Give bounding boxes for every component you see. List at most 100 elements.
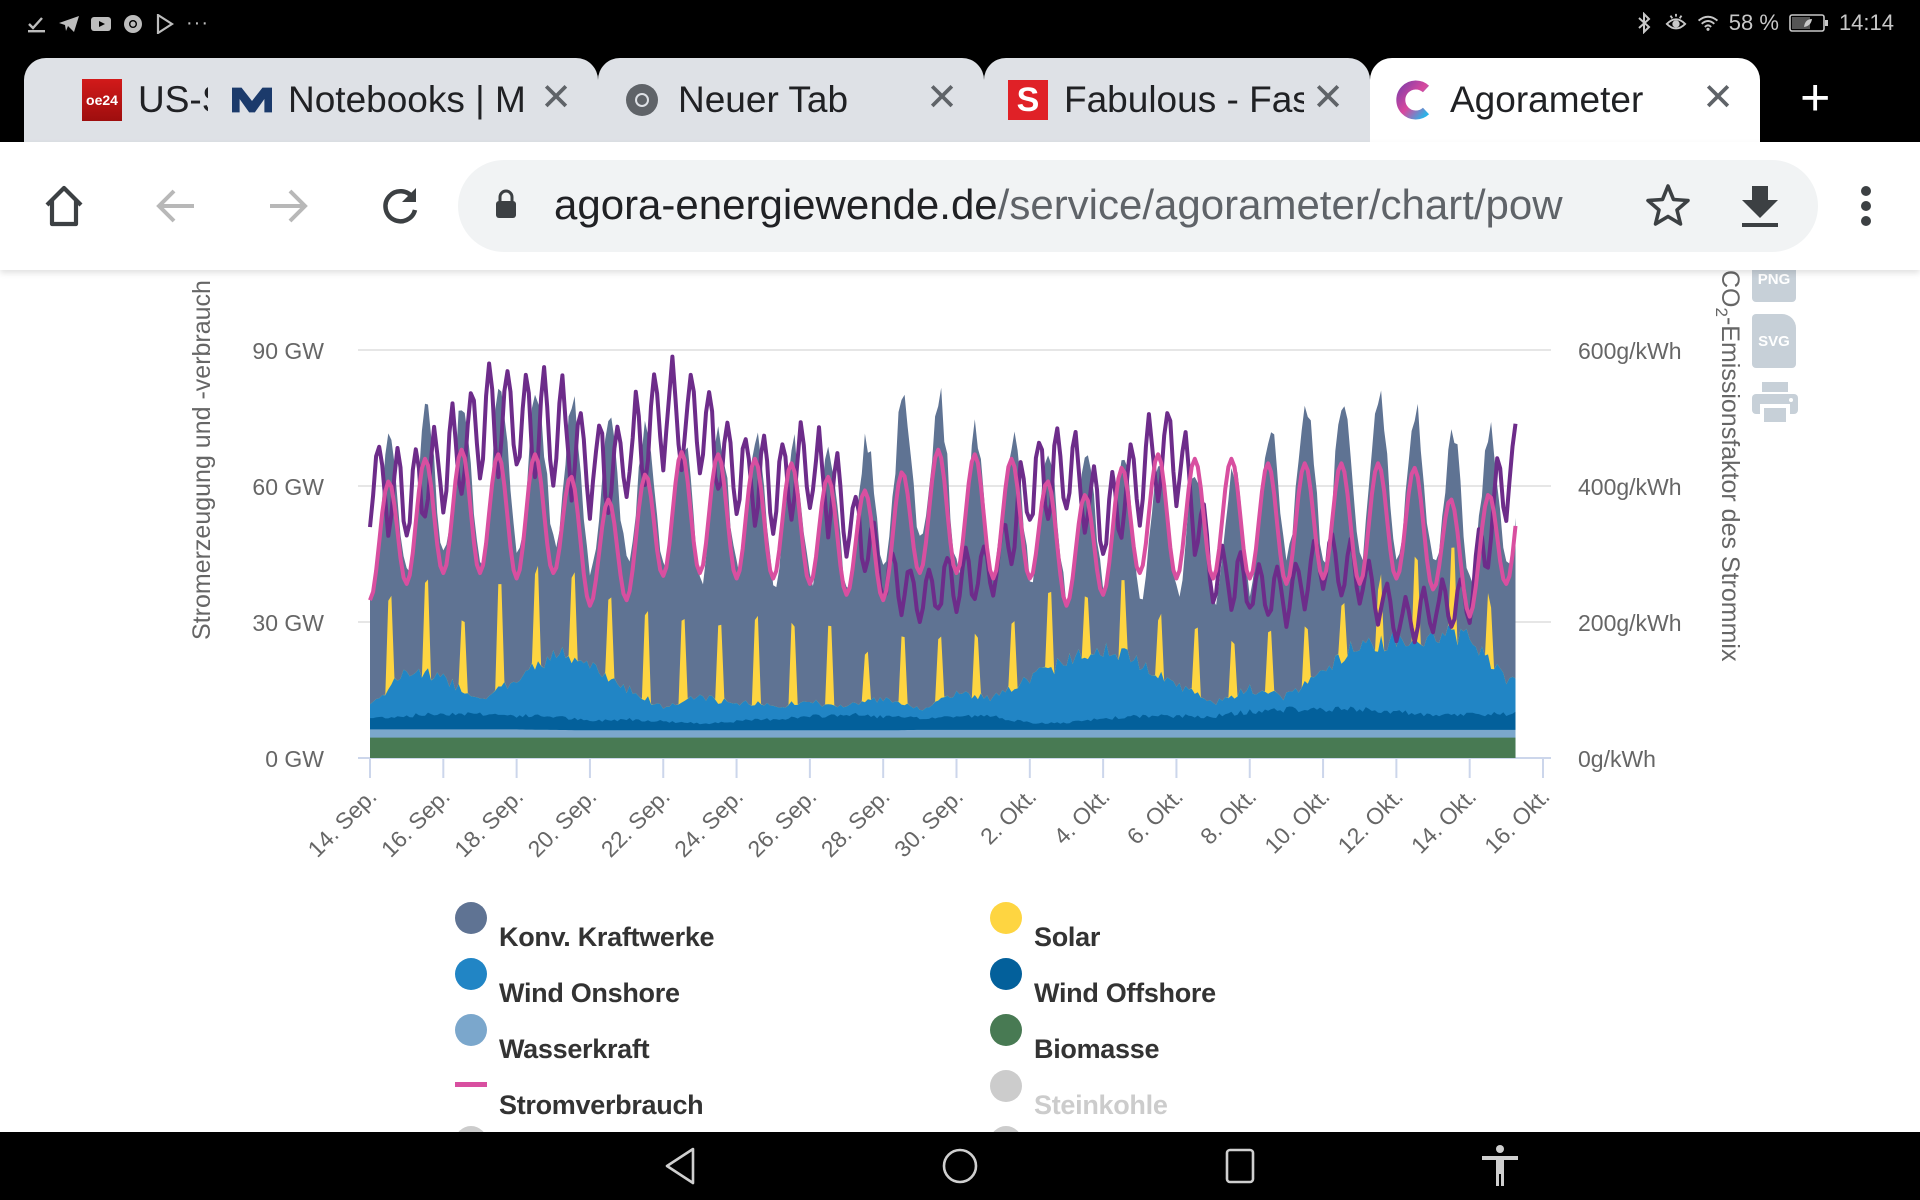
x-tick-label: 8. Okt.: [1195, 783, 1261, 849]
x-tick-label: 20. Sep.: [522, 783, 601, 862]
legend-dot-symbol[interactable]: [990, 1126, 1022, 1132]
status-bar: ··· 58 % 14:14: [0, 0, 1920, 56]
page-content: PNG SVG 0 GW 30 GW 60 GW 90 GW 0g/kWh 200g/kW…: [0, 270, 1920, 1132]
legend-label: Wind Onshore: [499, 978, 680, 1008]
print-button[interactable]: [1750, 382, 1800, 431]
line-stromverbrauch: [368, 447, 1518, 619]
legend-item-stromverbrauch[interactable]: Stromverbrauch: [455, 1070, 704, 1121]
reload-button[interactable]: [370, 176, 430, 236]
download-icon: [1742, 186, 1778, 227]
bookmark-star-button[interactable]: [1644, 182, 1692, 235]
tab-agorameter[interactable]: Agorameter ✕: [1370, 58, 1760, 142]
legend-line-symbol: [455, 1082, 487, 1087]
x-tick-label: 10. Okt.: [1259, 783, 1334, 858]
battery-percent: 58 %: [1728, 10, 1779, 35]
legend-dot-symbol: [455, 958, 487, 990]
tab-title: Agorameter: [1450, 79, 1644, 120]
export-png-button[interactable]: PNG: [1752, 270, 1796, 302]
tab-notebooks[interactable]: Notebooks | M ✕: [208, 58, 598, 142]
tab-fabulous[interactable]: S Fabulous - Fas ✕: [984, 58, 1370, 142]
url-text[interactable]: agora-energiewende.de/service/agorameter…: [554, 180, 1614, 230]
back-arrow-icon: [156, 189, 194, 223]
legend-dot-symbol: [990, 902, 1022, 934]
y-right-tick-label: 600g/kWh: [1578, 338, 1682, 364]
s-favicon: S: [1008, 80, 1048, 120]
recents-icon: [1225, 1148, 1255, 1184]
accessibility-button[interactable]: [1478, 1145, 1522, 1186]
oe24-favicon: oe24: [82, 79, 122, 121]
legend-dot-symbol: [990, 1014, 1022, 1046]
accessibility-icon: [1482, 1145, 1518, 1186]
x-tick-label: 14. Okt.: [1406, 783, 1481, 858]
y-right-tick-label: 0g/kWh: [1578, 746, 1656, 772]
y-tick-label: 30 GW: [252, 610, 324, 636]
legend-item-biomasse[interactable]: Biomasse: [990, 1014, 1159, 1065]
legend-item-wasserkraft[interactable]: Wasserkraft: [455, 1014, 650, 1065]
notification-icons: ···: [26, 12, 209, 35]
agora-favicon: [1394, 80, 1434, 120]
youtube-icon: [90, 13, 112, 35]
address-bar[interactable]: agora-energiewende.de/service/agorameter…: [458, 160, 1818, 252]
close-tab-icon[interactable]: ✕: [1702, 77, 1734, 119]
power-chart: 0 GW 30 GW 60 GW 90 GW 0g/kWh 200g/kWh 400g/kW…: [188, 270, 1744, 862]
legend-item-steinkohle[interactable]: Steinkohle: [990, 1070, 1168, 1121]
area-biomasse: [370, 737, 1516, 758]
x-tick-label: 16. Sep.: [376, 783, 455, 862]
tab-title: Neuer Tab: [678, 79, 849, 120]
forward-button[interactable]: [258, 176, 318, 236]
tab-neuer-tab[interactable]: Neuer Tab ✕: [598, 58, 984, 142]
play-store-icon: [154, 13, 176, 35]
more-vert-icon: [1861, 186, 1871, 226]
close-tab-icon[interactable]: ✕: [1312, 77, 1344, 119]
android-nav-bar: [0, 1132, 1920, 1200]
m-logo-favicon: [232, 80, 272, 120]
more-dots-icon: ···: [186, 12, 209, 34]
x-tick-label: 4. Okt.: [1048, 783, 1114, 849]
home-icon: [45, 185, 83, 227]
legend-dot-symbol: [455, 902, 487, 934]
close-tab-icon[interactable]: ✕: [926, 77, 958, 119]
y-tick-label: 60 GW: [252, 474, 324, 500]
new-tab-button[interactable]: +: [1800, 69, 1831, 127]
url-path: /service/agorameter/chart/pow: [997, 181, 1563, 228]
export-svg-button[interactable]: SVG: [1752, 314, 1796, 368]
reload-icon: [383, 188, 418, 224]
x-tick-label: 6. Okt.: [1122, 783, 1188, 849]
legend-dot-symbol: [990, 958, 1022, 990]
line-co2-emissionsfaktor: [368, 354, 1518, 645]
legend-label: Solar: [1034, 922, 1101, 952]
eye-comfort-icon: [1665, 12, 1687, 34]
x-tick-label: 16. Okt.: [1479, 783, 1554, 858]
nav-home-button[interactable]: [938, 1146, 982, 1186]
nav-recents-button[interactable]: [1218, 1146, 1262, 1186]
close-tab-icon[interactable]: ✕: [540, 77, 572, 119]
tab-title: Notebooks | M: [288, 79, 526, 120]
nav-back-button[interactable]: [658, 1146, 702, 1186]
png-label: PNG: [1757, 271, 1791, 288]
legend-label: Stromverbrauch: [499, 1090, 704, 1120]
chrome-icon: [122, 13, 144, 35]
legend-label: Biomasse: [1034, 1034, 1160, 1064]
legend-item-wind-offshore[interactable]: Wind Offshore: [990, 958, 1216, 1009]
legend-item-solar[interactable]: Solar: [990, 902, 1100, 953]
x-tick-label: 24. Sep.: [669, 783, 748, 862]
system-status: 58 % 14:14: [1633, 10, 1894, 36]
lock-icon: [494, 188, 518, 225]
legend-dot-symbol[interactable]: [455, 1126, 487, 1132]
download-button[interactable]: [1738, 182, 1782, 235]
legend-label: Wasserkraft: [499, 1034, 650, 1064]
line-series: [368, 354, 1518, 645]
y-right-tick-label: 200g/kWh: [1578, 610, 1682, 636]
x-tick-label: 12. Okt.: [1333, 783, 1408, 858]
wifi-icon: [1697, 12, 1719, 34]
x-tick-label: 22. Sep.: [596, 783, 675, 862]
back-button[interactable]: [146, 176, 206, 236]
legend-item-wind-onshore[interactable]: Wind Onshore: [455, 958, 680, 1009]
legend-item-konv-kraftwerke[interactable]: Konv. Kraftwerke: [455, 902, 715, 953]
bluetooth-icon: [1633, 12, 1655, 34]
home-button[interactable]: [34, 176, 94, 236]
menu-button[interactable]: [1836, 176, 1896, 236]
x-tick-label: 2. Okt.: [975, 783, 1041, 849]
y-right-tick-label: 400g/kWh: [1578, 474, 1682, 500]
x-tick-label: 18. Sep.: [449, 783, 528, 862]
